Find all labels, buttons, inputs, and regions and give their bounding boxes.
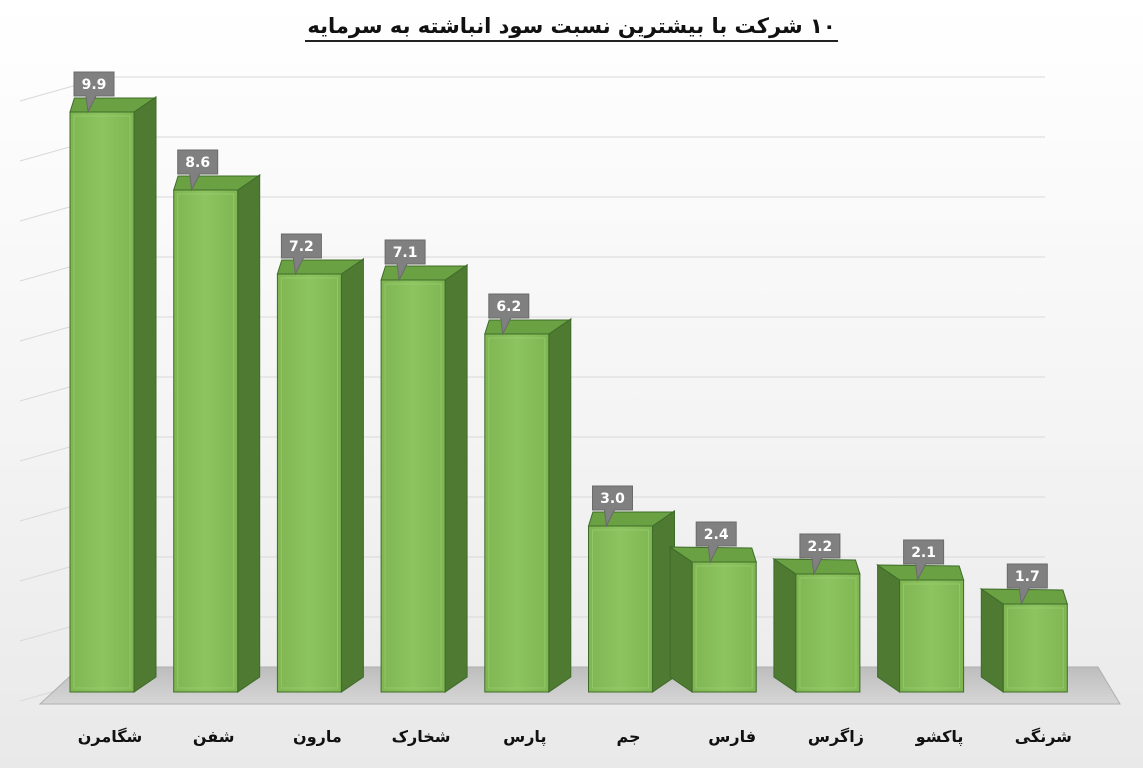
bar-front-face: [69, 111, 135, 693]
bar-front-face: [691, 561, 757, 693]
x-tick-label: پاکشو: [915, 727, 964, 747]
bars: [69, 96, 1068, 693]
x-tick-labels: شگامرن شفن مارون شخارک پارس جم فارس زاگرس پاکشو ش…: [78, 727, 1072, 747]
x-tick-label: فارس: [708, 727, 756, 746]
data-label-box: [903, 539, 945, 582]
data-label: 2.2: [799, 533, 841, 576]
bar-highlight: [280, 277, 338, 689]
bar-highlight: [592, 529, 649, 689]
bar: [276, 258, 364, 693]
bar-front-face: [588, 525, 653, 693]
bar: [587, 510, 675, 693]
bar-side-face: [548, 318, 572, 693]
data-label-text: 6.2: [496, 299, 521, 315]
bar: [668, 546, 757, 693]
data-label-box: [488, 293, 530, 336]
x-tick-label: شگامرن: [78, 727, 143, 746]
data-label-box: [384, 239, 426, 282]
data-label-text: 9.9: [82, 77, 107, 93]
data-label-text: 2.2: [807, 539, 832, 555]
bar-side-face: [237, 174, 261, 693]
bar: [772, 558, 861, 693]
data-label-box: [177, 149, 219, 192]
data-labels: 9.9 8.6 7.2 7.1 6.2 3.0 2.4 2.2 2.1 1.7: [73, 71, 1048, 606]
bar-front-face: [899, 579, 965, 693]
bar-highlight: [903, 583, 961, 689]
x-tick-label: شخارک: [392, 727, 451, 746]
x-tick-label: شفن: [193, 727, 235, 746]
data-label-text: 7.2: [289, 239, 314, 255]
data-label: 7.2: [280, 233, 322, 276]
data-label-box: [799, 533, 841, 576]
data-label-box: [73, 71, 115, 114]
data-label: 6.2: [488, 293, 530, 336]
chart-title-text: ۱۰ شرکت با بیشترین نسبت سود انباشته به س…: [305, 14, 838, 42]
bar: [380, 264, 468, 693]
data-label: 2.4: [695, 521, 737, 564]
data-label-text: 2.1: [911, 545, 936, 561]
bar-front-face: [795, 573, 861, 693]
data-label: 9.9: [73, 71, 115, 114]
bar-highlight: [1006, 607, 1064, 689]
data-label-text: 2.4: [704, 527, 729, 543]
bar-side-face: [980, 588, 1004, 693]
bar-side-face: [669, 546, 693, 693]
x-tick-label: جم: [616, 727, 640, 746]
bar: [979, 588, 1068, 693]
x-tick-label: مارون: [293, 727, 342, 746]
bar-front-face: [380, 279, 446, 693]
data-label: 3.0: [592, 485, 633, 528]
bar: [69, 96, 157, 693]
bar-side-face: [773, 558, 797, 693]
data-label-box: [1006, 563, 1048, 606]
bar-highlight: [695, 565, 753, 689]
data-label: 1.7: [1006, 563, 1048, 606]
bar-front-face: [173, 189, 239, 693]
bar-front-face: [276, 273, 342, 693]
data-label: 2.1: [903, 539, 945, 582]
bar-front-face: [1002, 603, 1068, 693]
bar-highlight: [384, 283, 442, 689]
data-label-text: 8.6: [185, 155, 210, 171]
bar-side-face: [444, 264, 468, 693]
data-label-text: 7.1: [393, 245, 418, 261]
bar-front-face: [484, 333, 550, 693]
gridlines: [19, 76, 1045, 702]
data-label-box: [592, 485, 633, 528]
data-label-text: 1.7: [1015, 569, 1040, 585]
bar-highlight: [73, 115, 131, 689]
bar: [484, 318, 572, 693]
bar: [875, 564, 965, 693]
data-label-box: [280, 233, 322, 276]
data-label: 8.6: [177, 149, 219, 192]
bar-side-face: [133, 96, 157, 693]
data-label-box: [695, 521, 737, 564]
data-label: 7.1: [384, 239, 426, 282]
bar-highlight: [177, 193, 235, 689]
bar-highlight: [488, 337, 546, 689]
bar-side-face: [340, 258, 364, 693]
bar-highlight: [799, 577, 857, 689]
bar-side-face: [877, 564, 901, 693]
x-tick-label: زاگرس: [808, 727, 864, 746]
bar: [173, 174, 261, 693]
data-label-text: 3.0: [600, 491, 625, 507]
x-tick-label: پارس: [503, 727, 546, 747]
x-tick-label: شرنگی: [1015, 727, 1072, 746]
chart-title: ۱۰ شرکت با بیشترین نسبت سود انباشته به س…: [0, 14, 1143, 42]
